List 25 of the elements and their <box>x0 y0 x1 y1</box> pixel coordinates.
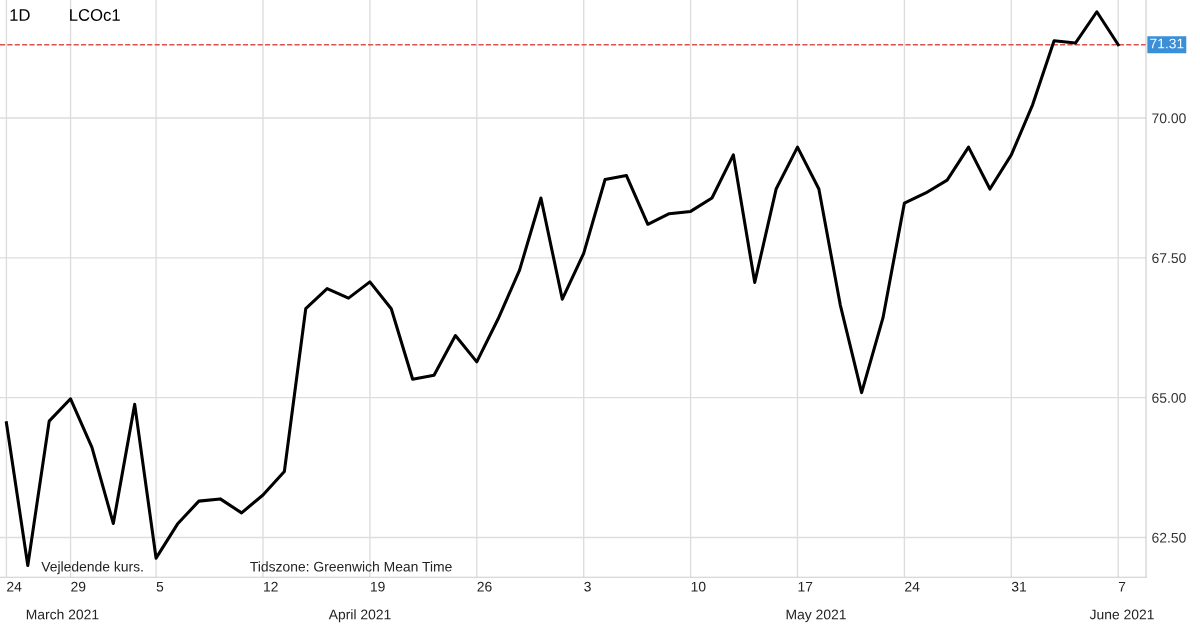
annotation: Tidszone: Greenwich Mean Time <box>250 561 452 572</box>
y-tick-label: 70.00 <box>1152 113 1186 124</box>
x-tick-label: 17 <box>798 581 813 592</box>
y-tick-label: 65.00 <box>1152 393 1186 403</box>
ref-line-label: 71.31 <box>1150 38 1184 49</box>
text: May 2021 <box>786 609 846 623</box>
x-tick-label: 5 <box>156 581 164 592</box>
y-tick-label: 62.50 <box>1152 532 1186 543</box>
text: June 2021 <box>1089 609 1154 620</box>
x-tick-label: 31 <box>1011 581 1027 592</box>
y-tick-label: 67.50 <box>1152 253 1186 264</box>
x-tick-label: 29 <box>71 581 86 592</box>
x-tick-label: 24 <box>905 581 920 592</box>
x-tick-label: 24 <box>7 581 22 592</box>
chart-title: 1D <box>10 9 30 21</box>
text: March 2021 <box>26 609 99 620</box>
x-tick-label: 7 <box>1118 581 1126 592</box>
chart-subtitle: LCOc1 <box>70 9 120 21</box>
x-tick-label: 12 <box>264 581 278 592</box>
x-tick-label: 26 <box>477 581 492 592</box>
x-tick-label: 10 <box>691 581 706 592</box>
x-tick-label: 19 <box>370 581 385 592</box>
text: April 2021 <box>328 609 391 623</box>
x-tick-label: 3 <box>584 581 591 592</box>
annotation: Vejledende kurs. <box>41 561 143 575</box>
